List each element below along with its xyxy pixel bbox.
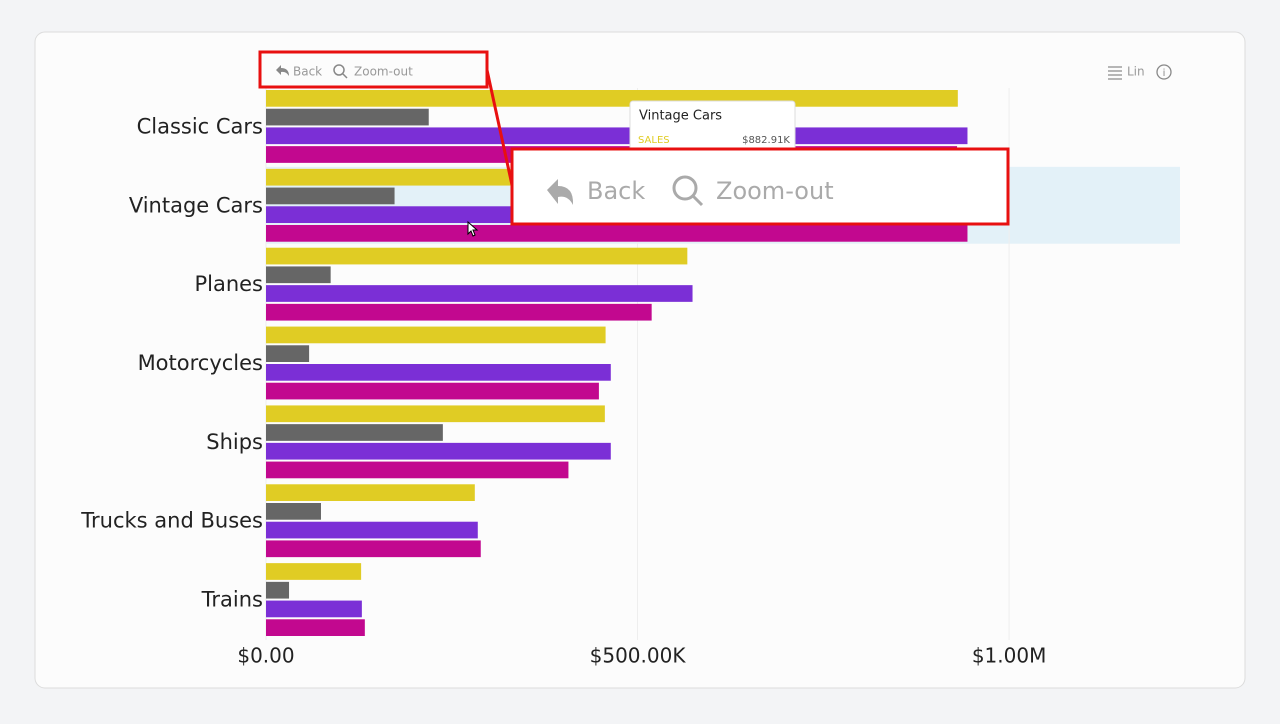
- bar: [266, 345, 310, 362]
- bar: [266, 90, 958, 107]
- bar: [266, 600, 362, 618]
- x-tick-label: $1.00M: [972, 644, 1047, 668]
- cursor: [467, 220, 479, 237]
- tooltip-label: SALES: [638, 135, 670, 146]
- bar: [266, 503, 321, 520]
- tooltip-value: $882.91K: [742, 135, 790, 146]
- highlight-box: [258, 50, 489, 89]
- tooltip: Vintage Cars SALES $882.91K: [629, 100, 796, 152]
- zoom-out-button[interactable]: Zoom-out: [354, 65, 413, 79]
- bar: [266, 364, 611, 381]
- bar: [266, 187, 395, 205]
- bar: [266, 405, 605, 423]
- scale-toggle[interactable]: Lin: [1127, 65, 1145, 79]
- callout-zoom-out: Zoom-out: [716, 177, 834, 205]
- back-button[interactable]: Back: [293, 65, 322, 79]
- info-icon[interactable]: [1156, 64, 1172, 80]
- bar: [266, 382, 599, 400]
- bar: [266, 581, 290, 599]
- bar: [266, 108, 429, 126]
- x-tick-label: $500.00K: [590, 644, 687, 668]
- toolbar: Back Zoom-out Lin i: [276, 64, 1172, 80]
- callout-back-icon: [547, 179, 574, 205]
- bar: [266, 225, 968, 242]
- y-tick-label: Ships: [206, 430, 263, 454]
- bar: [266, 461, 569, 479]
- back-icon[interactable]: [276, 65, 289, 76]
- bar: [266, 326, 606, 344]
- callout-zoom-icon: [672, 175, 698, 201]
- bar: [266, 127, 968, 145]
- bar: [266, 266, 331, 284]
- callout-zoom-handle: [691, 194, 704, 207]
- zoom-icon-handle: [342, 73, 348, 79]
- y-tick-label: Planes: [194, 272, 263, 296]
- connector: [485, 69, 514, 186]
- callout: Back Zoom-out: [510, 147, 1010, 226]
- y-tick-label: Motorcycles: [138, 351, 263, 375]
- callout-box: [510, 147, 1010, 226]
- bar: [266, 247, 688, 265]
- y-tick-label: Vintage Cars: [129, 193, 263, 217]
- callout-back: Back: [587, 177, 645, 205]
- bar: [266, 619, 365, 636]
- zoom-icon[interactable]: [333, 64, 345, 76]
- y-tick-label: Classic Cars: [137, 114, 263, 138]
- bar: [266, 540, 481, 558]
- bar: [266, 563, 362, 580]
- bar: [266, 442, 611, 460]
- info-icon-i: i: [1163, 68, 1166, 79]
- x-tick-label: $0.00: [237, 644, 294, 668]
- bar: [266, 521, 478, 539]
- bar: [266, 424, 443, 441]
- bar: [266, 484, 475, 501]
- bar: [266, 285, 693, 302]
- y-tick-label: Trains: [201, 588, 263, 612]
- tooltip-title: Vintage Cars: [639, 109, 722, 124]
- y-tick-label: Trucks and Buses: [80, 509, 263, 533]
- list-icon[interactable]: [1108, 66, 1122, 80]
- bar: [266, 303, 652, 321]
